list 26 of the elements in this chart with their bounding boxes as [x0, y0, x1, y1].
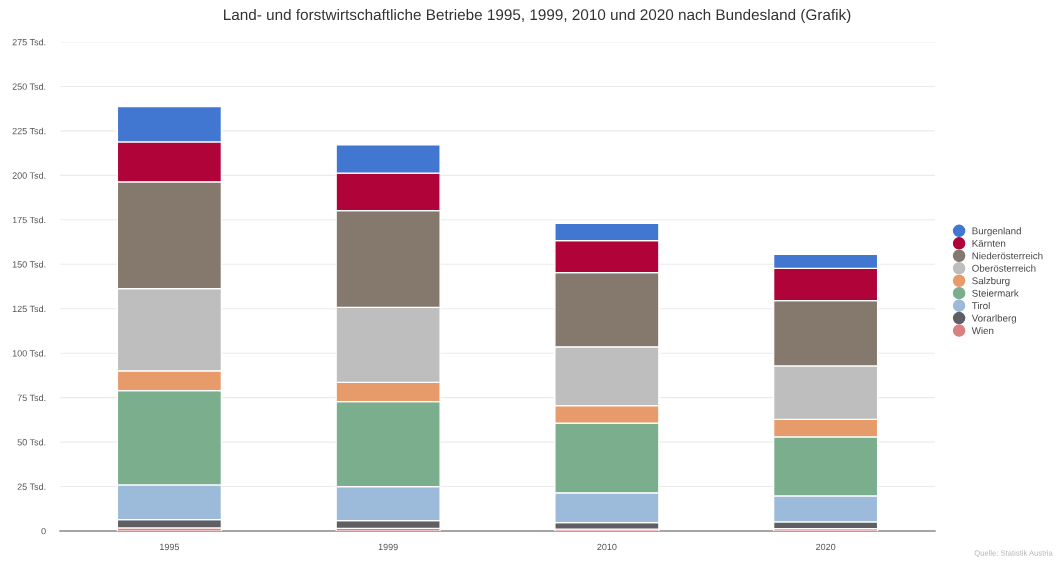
y-tick-label: 125 Tsd. [12, 305, 46, 313]
legend-label: Burgenland [972, 227, 1021, 237]
chart-title: Land- und forstwirtschaftliche Betriebe 1995, 1999, 2010 und 2020 nach Bundesland (Grafik) [224, 8, 851, 24]
y-tick-label: 25 Tsd. [17, 483, 46, 490]
x-tick-label: 1999 [378, 543, 398, 551]
legend-label: Wien [971, 326, 994, 335]
y-tick-label: 100 Tsd. [12, 349, 46, 357]
y-tick-label: 75 Tsd. [17, 394, 46, 401]
legend-label: Oberösterreich [972, 264, 1036, 272]
x-tick-label: 2010 [597, 543, 617, 551]
legend-label: Steiermark [972, 289, 1019, 297]
legend-label: Salzburg [972, 277, 1010, 287]
x-tick-label: 1995 [160, 543, 180, 551]
y-tick-label: 200 Tsd. [12, 172, 46, 179]
legend-label: Niederösterreich [972, 252, 1043, 260]
y-tick-label: 0 [41, 527, 46, 535]
legend-label: Vorarlberg [971, 314, 1016, 324]
y-tick-label: 275 Tsd. [12, 38, 46, 46]
y-tick-label: 175 Tsd. [12, 216, 46, 224]
y-tick-label: 250 Tsd. [12, 83, 46, 90]
legend-label: Tirol [971, 302, 990, 310]
y-tick-label: 225 Tsd. [12, 127, 46, 135]
legend-label: Kärnten [972, 240, 1006, 247]
y-tick-label: 50 Tsd. [17, 438, 46, 446]
y-tick-label: 150 Tsd. [12, 261, 46, 268]
x-tick-label: 2020 [816, 543, 836, 551]
